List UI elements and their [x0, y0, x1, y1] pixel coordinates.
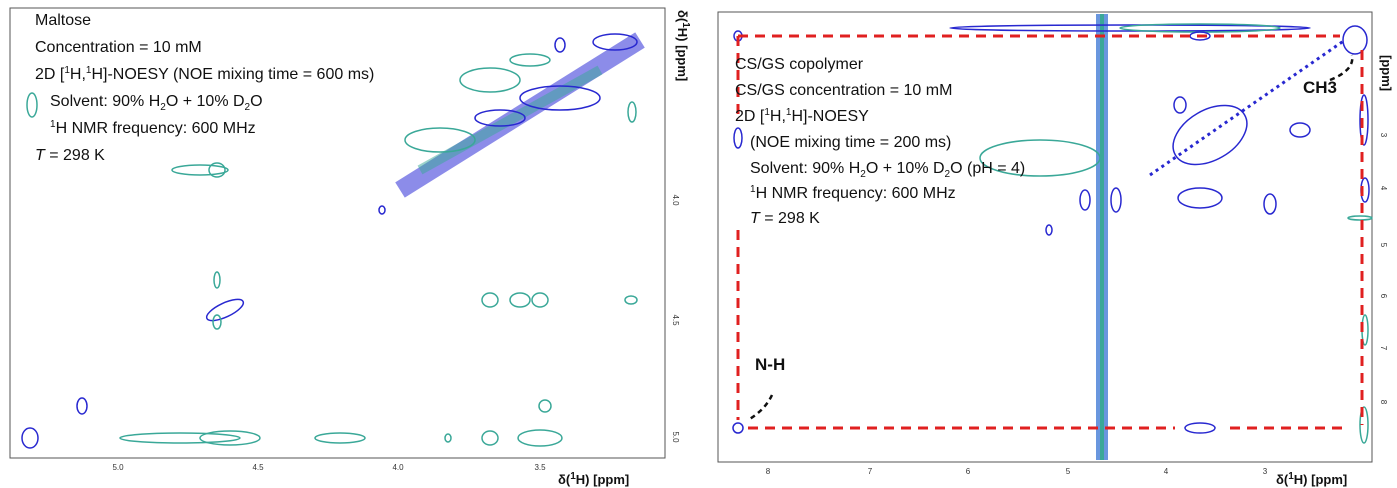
spectrum-peaks — [732, 14, 1373, 460]
x-axis-label: δ(1H) [ppm] — [558, 471, 629, 487]
x-tick-label: 8 — [766, 467, 771, 476]
info-line: T = 298 K — [35, 147, 105, 164]
x-tick-label: 4.5 — [252, 463, 264, 472]
y-tick-label: 4 — [1379, 186, 1388, 191]
panel-frame — [717, 11, 1373, 463]
y-axis-label: [ppm] — [1379, 55, 1394, 91]
info-line: 1H NMR frequency: 600 MHz — [750, 184, 956, 202]
annotation: N-H — [755, 355, 785, 374]
spectrum-peaks — [21, 32, 645, 449]
x-axis-label: δ(1H) [ppm] — [1276, 471, 1347, 487]
x-tick-label: 3.5 — [534, 463, 546, 472]
info-line: T = 298 K — [750, 210, 820, 227]
info-line: (NOE mixing time = 200 ms) — [750, 134, 951, 151]
x-tick-label: 5.0 — [112, 463, 124, 472]
x-tick-label: 6 — [966, 467, 971, 476]
y-tick-label: 8 — [1379, 400, 1388, 405]
x-tick-label: 3 — [1263, 467, 1268, 476]
y-tick-label: 7 — [1379, 346, 1388, 351]
info-line: Solvent: 90% H2O + 10% D2O — [50, 93, 263, 113]
y-tick-label: 5 — [1379, 243, 1388, 248]
panel-frame — [9, 7, 666, 459]
info-line: CS/GS concentration = 10 mM — [735, 82, 952, 99]
y-tick-label: 4.5 — [671, 314, 680, 326]
x-tick-label: 4 — [1164, 467, 1169, 476]
info-line: Solvent: 90% H2O + 10% D2O (pH = 4) — [750, 160, 1025, 180]
info-line: Concentration = 10 mM — [35, 39, 202, 56]
y-tick-label: 5.0 — [671, 431, 680, 443]
arrow — [1329, 54, 1354, 82]
info-line: 1H NMR frequency: 600 MHz — [50, 119, 256, 137]
info-line: Maltose — [35, 12, 91, 29]
x-tick-label: 5 — [1066, 467, 1071, 476]
x-tick-label: 4.0 — [392, 463, 404, 472]
y-tick-label: 4.0 — [671, 194, 680, 206]
y-tick-label: 6 — [1379, 294, 1388, 299]
info-line: CS/GS copolymer — [735, 56, 864, 73]
y-axis-label: δ(1H) [ppm] — [675, 10, 691, 81]
annotation: CH3 — [1303, 78, 1337, 97]
y-tick-label: 3 — [1379, 133, 1388, 138]
arrow — [747, 394, 774, 422]
info-line: 2D [1H,1H]-NOESY — [735, 107, 869, 125]
info-line: 2D [1H,1H]-NOESY (NOE mixing time = 600 … — [35, 65, 374, 83]
x-tick-label: 7 — [868, 467, 873, 476]
